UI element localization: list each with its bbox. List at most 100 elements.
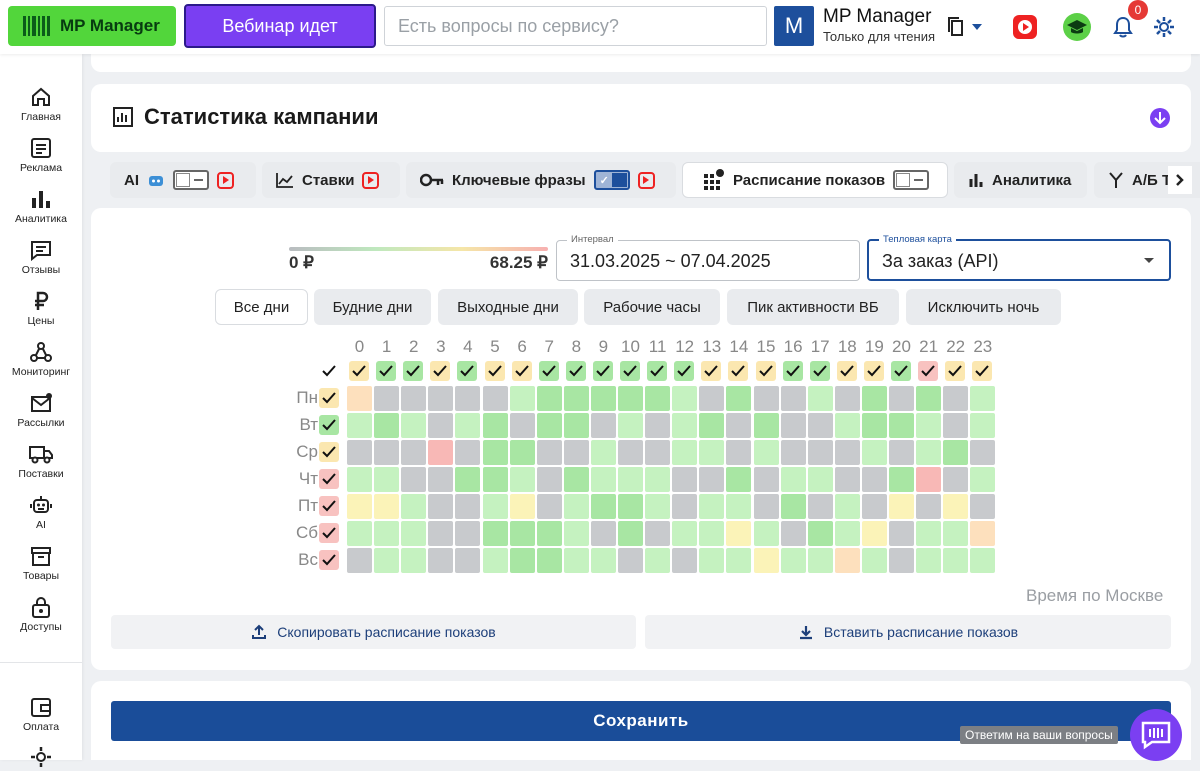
schedule-cell[interactable] xyxy=(753,413,779,438)
schedule-cell[interactable] xyxy=(834,440,860,465)
schedule-cell[interactable] xyxy=(618,413,643,438)
schedule-cell[interactable] xyxy=(672,440,698,465)
schedule-cell[interactable] xyxy=(618,494,643,519)
schedule-cell[interactable] xyxy=(509,494,535,519)
filter-exclude-night-button[interactable]: Исключить ночь xyxy=(906,289,1061,325)
schedule-cell[interactable] xyxy=(536,386,562,411)
sidebar-item-reviews[interactable]: Отзывы xyxy=(0,239,82,276)
youtube-icon[interactable] xyxy=(637,171,655,189)
day-checkbox[interactable] xyxy=(319,550,339,570)
schedule-cell[interactable] xyxy=(807,548,833,573)
hour-checkbox[interactable] xyxy=(430,361,451,381)
hour-checkbox[interactable] xyxy=(782,361,803,381)
schedule-cell[interactable] xyxy=(699,548,725,573)
day-checkbox[interactable] xyxy=(319,523,339,543)
schedule-cell[interactable] xyxy=(699,413,725,438)
schedule-cell[interactable] xyxy=(347,548,372,573)
schedule-cell[interactable] xyxy=(889,386,914,411)
schedule-cell[interactable] xyxy=(726,386,752,411)
schedule-cell[interactable] xyxy=(563,521,589,546)
hour-checkbox[interactable] xyxy=(809,361,830,381)
schedule-cell[interactable] xyxy=(482,440,508,465)
schedule-cell[interactable] xyxy=(374,440,400,465)
sidebar-item-ads[interactable]: Реклама xyxy=(0,137,82,174)
schedule-cell[interactable] xyxy=(780,521,806,546)
schedule-cell[interactable] xyxy=(482,386,508,411)
schedule-cell[interactable] xyxy=(428,386,454,411)
hour-checkbox[interactable] xyxy=(403,361,424,381)
ai-toggle[interactable] xyxy=(173,170,209,190)
schedule-cell[interactable] xyxy=(916,494,942,519)
schedule-cell[interactable] xyxy=(536,413,562,438)
schedule-cell[interactable] xyxy=(807,440,833,465)
schedule-cell[interactable] xyxy=(699,440,725,465)
schedule-cell[interactable] xyxy=(374,548,400,573)
schedule-cell[interactable] xyxy=(509,386,535,411)
schedule-cell[interactable] xyxy=(482,494,508,519)
schedule-cell[interactable] xyxy=(889,413,914,438)
schedule-cell[interactable] xyxy=(645,413,671,438)
search-input[interactable] xyxy=(384,6,767,46)
schedule-cell[interactable] xyxy=(753,467,779,492)
schedule-cell[interactable] xyxy=(428,440,454,465)
schedule-cell[interactable] xyxy=(563,413,589,438)
hour-checkbox[interactable] xyxy=(457,361,478,381)
schedule-cell[interactable] xyxy=(563,386,589,411)
schedule-cell[interactable] xyxy=(618,548,643,573)
schedule-cell[interactable] xyxy=(347,386,372,411)
schedule-cell[interactable] xyxy=(753,521,779,546)
sidebar-item-settings[interactable] xyxy=(0,746,82,771)
chat-button[interactable] xyxy=(1130,709,1182,761)
schedule-cell[interactable] xyxy=(590,440,616,465)
schedule-cell[interactable] xyxy=(590,521,616,546)
schedule-cell[interactable] xyxy=(943,386,969,411)
schedule-cell[interactable] xyxy=(618,467,643,492)
filter-all-days-button[interactable]: Все дни xyxy=(215,289,308,325)
schedule-cell[interactable] xyxy=(889,548,914,573)
schedule-cell[interactable] xyxy=(590,467,616,492)
hour-checkbox[interactable] xyxy=(376,361,397,381)
heatmap-select[interactable]: Тепловая карта За заказ (API) xyxy=(867,234,1171,281)
schedule-cell[interactable] xyxy=(645,494,671,519)
schedule-cell[interactable] xyxy=(943,440,969,465)
schedule-cell[interactable] xyxy=(916,521,942,546)
schedule-cell[interactable] xyxy=(536,494,562,519)
sidebar-item-payment[interactable]: Оплата xyxy=(0,696,82,733)
schedule-cell[interactable] xyxy=(916,548,942,573)
schedule-cell[interactable] xyxy=(726,413,752,438)
hour-checkbox[interactable] xyxy=(565,361,586,381)
schedule-cell[interactable] xyxy=(889,494,914,519)
schedule-cell[interactable] xyxy=(455,440,481,465)
copy-schedule-button[interactable]: Скопировать расписание показов xyxy=(111,615,636,649)
schedule-cell[interactable] xyxy=(645,440,671,465)
schedule-cell[interactable] xyxy=(943,494,969,519)
sidebar-item-home[interactable]: Главная xyxy=(0,86,82,123)
schedule-cell[interactable] xyxy=(509,413,535,438)
schedule-cell[interactable] xyxy=(455,386,481,411)
schedule-cell[interactable] xyxy=(943,467,969,492)
schedule-cell[interactable] xyxy=(645,467,671,492)
filter-peak-wb-button[interactable]: Пик активности ВБ xyxy=(727,289,899,325)
hour-checkbox[interactable] xyxy=(891,361,911,381)
schedule-cell[interactable] xyxy=(889,521,914,546)
tab-schedule[interactable]: Расписание показов xyxy=(682,162,948,198)
schedule-cell[interactable] xyxy=(618,440,643,465)
schedule-cell[interactable] xyxy=(563,440,589,465)
schedule-cell[interactable] xyxy=(536,548,562,573)
schedule-cell[interactable] xyxy=(401,494,427,519)
day-checkbox[interactable] xyxy=(319,496,339,516)
schedule-cell[interactable] xyxy=(401,386,427,411)
schedule-cell[interactable] xyxy=(834,413,860,438)
schedule-cell[interactable] xyxy=(374,386,400,411)
schedule-cell[interactable] xyxy=(834,548,860,573)
schedule-cell[interactable] xyxy=(916,440,942,465)
schedule-cell[interactable] xyxy=(861,494,887,519)
hour-checkbox[interactable] xyxy=(945,361,966,381)
schedule-cell[interactable] xyxy=(482,521,508,546)
schedule-cell[interactable] xyxy=(943,413,969,438)
schedule-cell[interactable] xyxy=(970,548,996,573)
schedule-cell[interactable] xyxy=(509,440,535,465)
schedule-cell[interactable] xyxy=(347,467,372,492)
schedule-cell[interactable] xyxy=(834,494,860,519)
schedule-cell[interactable] xyxy=(807,467,833,492)
